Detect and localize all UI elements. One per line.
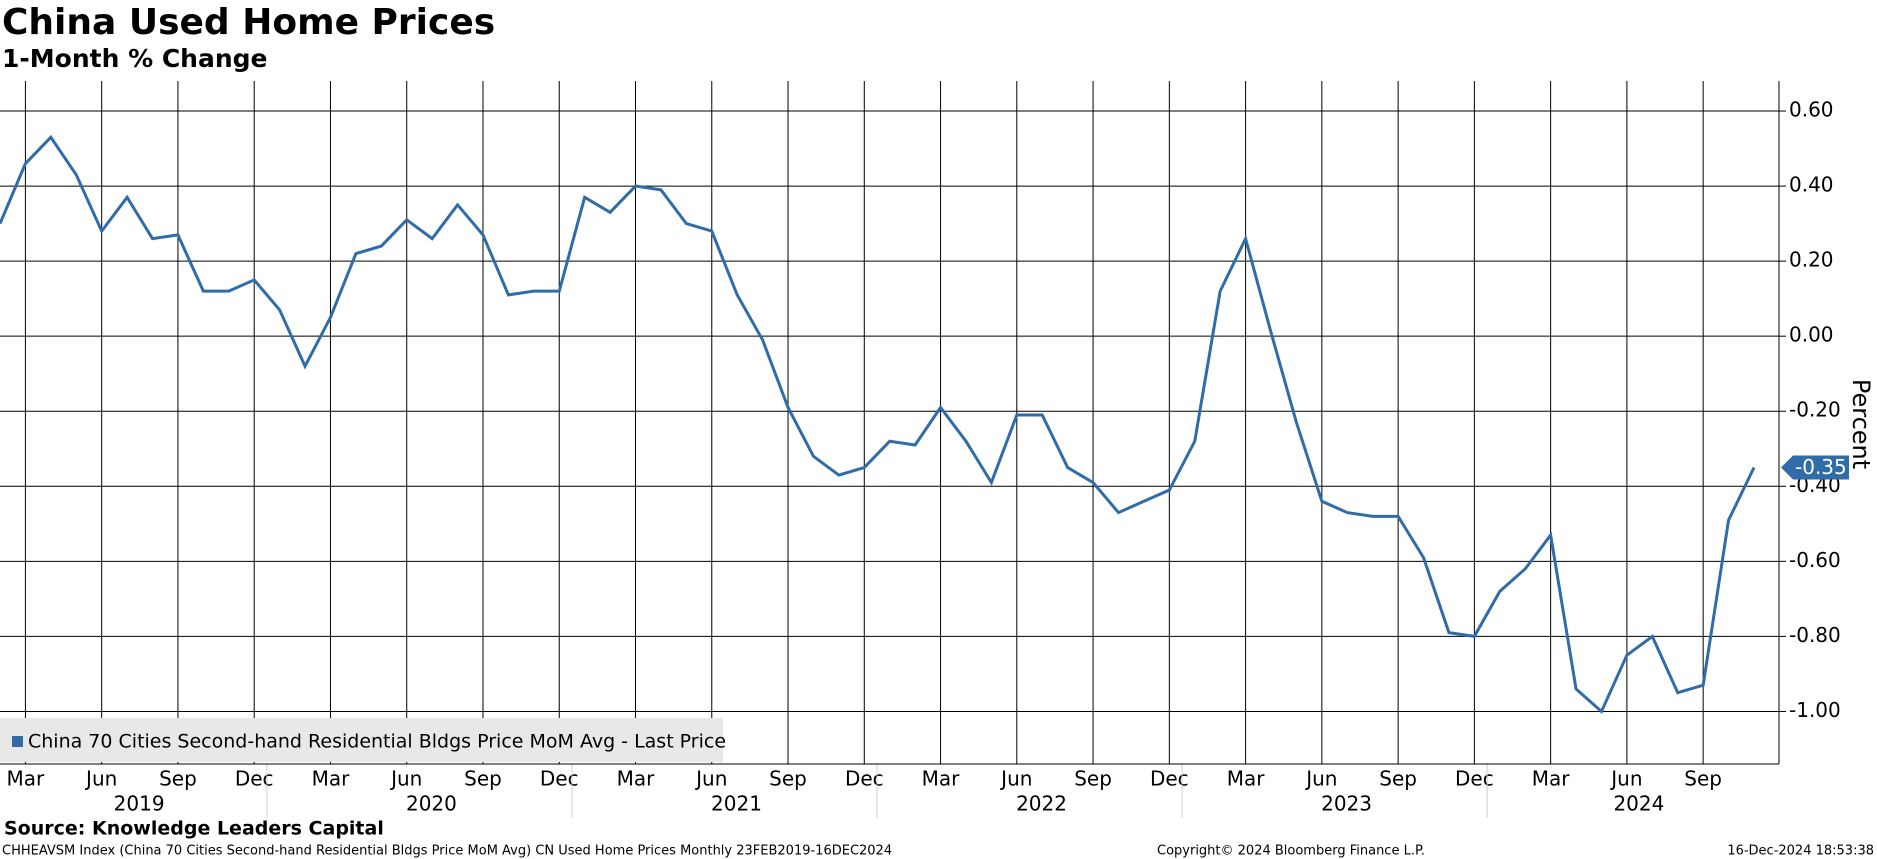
x-tick-label: Jun <box>84 767 117 791</box>
year-label: 2023 <box>1321 792 1372 816</box>
x-tick-label: Sep <box>1074 767 1112 791</box>
x-tick-label: Sep <box>1379 767 1417 791</box>
data-line <box>0 134 1756 714</box>
x-tick-label: Jun <box>999 767 1032 791</box>
chart-title: China Used Home Prices <box>2 2 495 43</box>
y-tick-label: -0.20 <box>1789 398 1841 422</box>
legend-box <box>0 718 723 762</box>
x-tick-label: Sep <box>769 767 807 791</box>
x-tick-label: Dec <box>235 767 274 791</box>
x-tick-label: Mar <box>312 767 351 791</box>
legend-label: China 70 Cities Second-hand Residential … <box>28 731 726 753</box>
y-tick-label: 0.00 <box>1789 323 1834 347</box>
y-axis-label: Percent <box>1847 379 1875 469</box>
x-tick-label: Dec <box>1150 767 1189 791</box>
x-tick-label: Sep <box>1684 767 1722 791</box>
x-tick-label: Jun <box>1609 767 1642 791</box>
legend-swatch <box>12 736 23 747</box>
last-value-label: -0.35 <box>1795 455 1847 479</box>
x-tick-label: Jun <box>389 767 422 791</box>
y-tick-label: -0.60 <box>1789 548 1841 572</box>
x-tick-label: Mar <box>617 767 656 791</box>
x-tick-label: Dec <box>1455 767 1494 791</box>
year-label: 2021 <box>711 792 762 816</box>
y-tick-label: 0.20 <box>1789 248 1834 272</box>
x-tick-label: Dec <box>540 767 579 791</box>
x-tick-label: Sep <box>159 767 197 791</box>
y-tick-label: 0.40 <box>1789 173 1834 197</box>
x-tick-label: Mar <box>1227 767 1266 791</box>
x-tick-label: Sep <box>464 767 502 791</box>
year-label: 2022 <box>1016 792 1067 816</box>
x-tick-label: Mar <box>7 767 46 791</box>
y-tick-label: 0.60 <box>1789 98 1834 122</box>
x-tick-label: Mar <box>1532 767 1571 791</box>
year-label: 2024 <box>1613 792 1664 816</box>
footer-right: 16-Dec-2024 18:53:38 <box>1727 844 1874 859</box>
source: Source: Knowledge Leaders Capital <box>4 818 384 840</box>
x-tick-label: Jun <box>694 767 727 791</box>
chart-subtitle: 1-Month % Change <box>2 44 268 73</box>
x-tick-label: Dec <box>845 767 884 791</box>
year-label: 2020 <box>406 792 457 816</box>
footer-left: CHHEAVSM Index (China 70 Cities Second-h… <box>2 844 892 859</box>
year-label: 2019 <box>114 792 165 816</box>
x-tick-label: Mar <box>922 767 961 791</box>
last-value-badge <box>1781 455 1849 480</box>
y-tick-label: -0.80 <box>1789 623 1841 647</box>
footer-center: Copyright© 2024 Bloomberg Finance L.P. <box>1157 844 1425 859</box>
y-tick-label: -1.00 <box>1789 698 1841 722</box>
x-tick-label: Jun <box>1304 767 1337 791</box>
